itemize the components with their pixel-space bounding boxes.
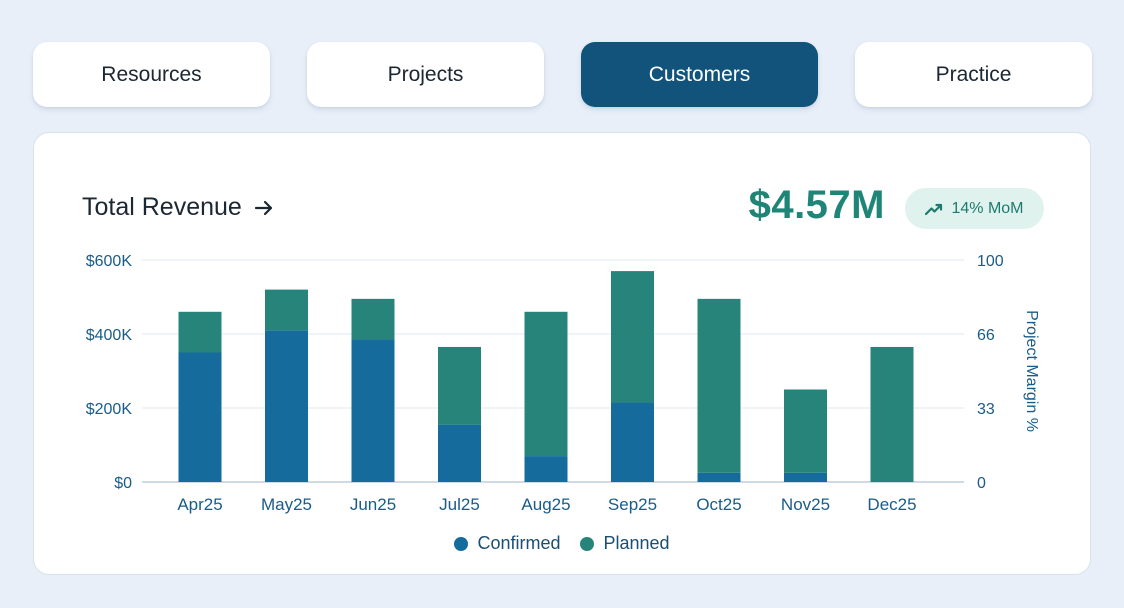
x-tick-label: Aug25 <box>521 495 570 514</box>
mom-badge: 14% MoM <box>905 188 1044 229</box>
x-tick-label: Dec25 <box>867 495 916 514</box>
x-tick-label: Oct25 <box>696 495 741 514</box>
trending-up-icon <box>925 202 943 216</box>
y-right-tick-label: 100 <box>977 253 1004 270</box>
bar-confirmed-jul25 <box>438 424 481 482</box>
bar-planned-dec25 <box>870 346 914 482</box>
x-tick-label: Jun25 <box>350 495 396 514</box>
tab-practice[interactable]: Practice <box>855 42 1092 107</box>
legend-label-planned: Planned <box>603 533 670 553</box>
y-left-tick-label: $200K <box>86 401 133 418</box>
x-tick-label: Jul25 <box>439 495 480 514</box>
arrow-right-icon <box>252 196 276 220</box>
bar-planned-sep25 <box>611 271 654 403</box>
bar-planned-nov25 <box>784 389 827 473</box>
x-tick-label: Nov25 <box>781 495 830 514</box>
revenue-card: Total Revenue $4.57M 14% MoM $0 0 $200K 33 $… <box>33 132 1091 575</box>
bar-planned-oct25 <box>697 298 741 473</box>
legend-label-confirmed: Confirmed <box>477 533 561 553</box>
tab-projects[interactable]: Projects <box>307 42 544 107</box>
tab-resources[interactable]: Resources <box>33 42 270 107</box>
bar-confirmed-oct25 <box>697 472 741 482</box>
tab-bar: Resources Projects Customers Practice <box>0 0 1124 120</box>
y-right-tick-label: 33 <box>977 401 995 418</box>
legend-dot-planned <box>580 536 595 551</box>
legend-dot-confirmed <box>454 536 469 551</box>
card-title: Total Revenue <box>82 193 242 221</box>
bar-planned-aug25 <box>524 311 568 457</box>
x-tick-label: May25 <box>261 495 312 514</box>
y-left-tick-label: $0 <box>114 475 132 492</box>
x-tick-label: Apr25 <box>177 495 222 514</box>
bar-confirmed-apr25 <box>178 352 222 482</box>
total-value: $4.57M <box>748 183 885 227</box>
legend-item-planned: Planned <box>580 533 670 554</box>
bar-planned-may25 <box>265 289 308 331</box>
bar-confirmed-nov25 <box>784 472 827 482</box>
legend-item-confirmed: Confirmed <box>454 533 560 554</box>
tab-customers[interactable]: Customers <box>581 42 818 107</box>
total-revenue-link[interactable]: Total Revenue <box>82 193 276 222</box>
revenue-chart: $0 0 $200K 33 $400K 66 $600K 100 Project Margin … <box>86 253 1040 514</box>
y-right-tick-label: 0 <box>977 475 986 492</box>
mom-badge-label: 14% MoM <box>951 199 1024 217</box>
y-right-tick-label: 66 <box>977 327 995 344</box>
bar-confirmed-aug25 <box>524 456 568 482</box>
bar-planned-apr25 <box>178 311 222 353</box>
bar-planned-jun25 <box>351 298 395 340</box>
bar-confirmed-may25 <box>265 330 308 482</box>
bar-confirmed-jun25 <box>351 339 395 482</box>
bar-confirmed-sep25 <box>611 402 654 482</box>
y-right-axis-title: Project Margin % <box>1023 310 1040 432</box>
y-left-tick-label: $400K <box>86 327 133 344</box>
y-left-tick-label: $600K <box>86 253 133 270</box>
chart-legend: Confirmed Planned <box>34 533 1090 554</box>
bar-planned-jul25 <box>438 346 481 425</box>
x-tick-label: Sep25 <box>608 495 657 514</box>
